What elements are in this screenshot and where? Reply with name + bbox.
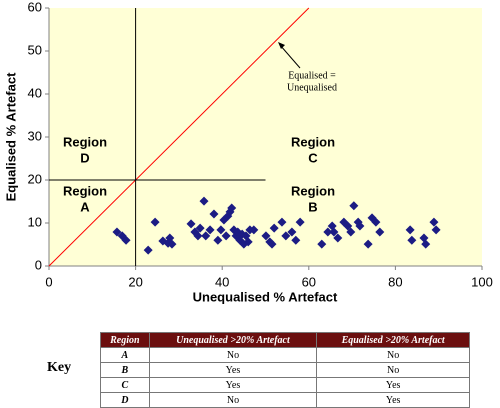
- data-point: [249, 225, 259, 235]
- data-point: [343, 221, 353, 231]
- data-point: [261, 231, 271, 241]
- header-cell: Unequalised >20% Artefact: [148, 332, 318, 348]
- table-cell: Yes: [316, 392, 470, 408]
- data-point: [269, 223, 279, 233]
- data-point: [371, 217, 381, 227]
- data-point: [317, 239, 327, 249]
- table-cell: No: [316, 362, 470, 378]
- data-point: [291, 235, 301, 245]
- table-row: C Yes Yes: [100, 377, 470, 393]
- table-cell: No: [148, 392, 318, 408]
- header-row: Region Unequalised >20% Artefact Equalised…: [100, 332, 470, 348]
- table-row: A No No: [100, 347, 470, 363]
- data-point: [405, 225, 415, 235]
- y-tick-label: 60: [28, 0, 42, 14]
- region-label: Region: [63, 183, 107, 198]
- table-cell: A: [100, 347, 150, 363]
- table-row: B Yes No: [100, 362, 470, 378]
- region-label: Region: [291, 134, 335, 149]
- y-axis-title: Equalised % Artefact: [3, 72, 18, 202]
- x-tick-label: 20: [128, 274, 142, 289]
- arrow-head: [278, 42, 285, 49]
- data-point: [429, 217, 439, 227]
- region-label: D: [80, 150, 89, 165]
- data-point: [167, 239, 177, 249]
- key-table: Region Unequalised >20% Artefact Equalised…: [100, 332, 470, 408]
- data-point: [201, 231, 211, 241]
- y-tick-label: 10: [28, 214, 42, 229]
- x-tick-label: 80: [388, 274, 402, 289]
- data-point: [221, 231, 231, 241]
- x-tick-label: 100: [471, 274, 493, 289]
- table-cell: No: [316, 347, 470, 363]
- table-row: D No Yes: [100, 392, 470, 408]
- table-cell: Yes: [316, 377, 470, 393]
- data-point: [150, 217, 160, 227]
- data-point: [323, 227, 333, 237]
- y-tick-label: 40: [28, 85, 42, 100]
- region-label: B: [308, 199, 317, 214]
- x-axis-title: Unequalised % Artefact: [193, 289, 338, 304]
- data-point: [216, 225, 226, 235]
- x-tick-label: 40: [215, 274, 229, 289]
- annotation: Equalised =: [288, 70, 336, 81]
- data-point: [287, 227, 297, 237]
- region-label: Region: [291, 183, 335, 198]
- data-point: [112, 227, 122, 237]
- data-point: [407, 235, 417, 245]
- data-point: [143, 245, 153, 255]
- plot-area: [49, 8, 482, 266]
- table-cell: D: [100, 392, 150, 408]
- table-cell: Yes: [148, 377, 318, 393]
- data-point: [346, 227, 356, 237]
- data-point: [121, 235, 131, 245]
- data-point: [195, 223, 205, 233]
- table-cell: Yes: [148, 362, 318, 378]
- y-tick-label: 0: [35, 257, 42, 272]
- data-point: [227, 203, 237, 213]
- data-point: [199, 196, 209, 206]
- data-point: [431, 225, 441, 235]
- data-point: [277, 217, 287, 227]
- region-label: C: [308, 150, 318, 165]
- table-cell: No: [148, 347, 318, 363]
- data-point: [205, 225, 215, 235]
- header-cell: Region: [100, 332, 150, 348]
- x-tick-label: 60: [302, 274, 316, 289]
- data-point: [355, 221, 365, 231]
- data-point: [295, 217, 305, 227]
- key-label: Key: [47, 360, 72, 375]
- data-point: [186, 219, 196, 229]
- table-cell: C: [100, 377, 150, 393]
- header-cell: Equalised >20% Artefact: [316, 332, 470, 348]
- annotation: Unequalised: [287, 82, 337, 93]
- data-point: [267, 239, 277, 249]
- data-point: [213, 235, 223, 245]
- reference-line: [48, 7, 310, 267]
- data-point: [421, 239, 431, 249]
- data-point: [329, 227, 339, 237]
- data-point: [363, 239, 373, 249]
- region-label: Region: [63, 134, 107, 149]
- data-point: [333, 233, 343, 243]
- data-point: [281, 231, 291, 241]
- data-point: [243, 237, 253, 247]
- y-tick-label: 30: [28, 128, 42, 143]
- y-tick-label: 50: [28, 42, 42, 57]
- data-point: [349, 201, 359, 211]
- region-label: A: [80, 199, 90, 214]
- table-cell: B: [100, 362, 150, 378]
- annotation-arrow: [279, 44, 301, 69]
- y-tick-label: 20: [28, 171, 42, 186]
- data-point: [209, 209, 219, 219]
- data-point: [193, 231, 203, 241]
- x-tick-label: 0: [45, 274, 52, 289]
- chart: Unequalised % Artefact Equalised % Artef…: [3, 0, 493, 304]
- data-point: [375, 227, 385, 237]
